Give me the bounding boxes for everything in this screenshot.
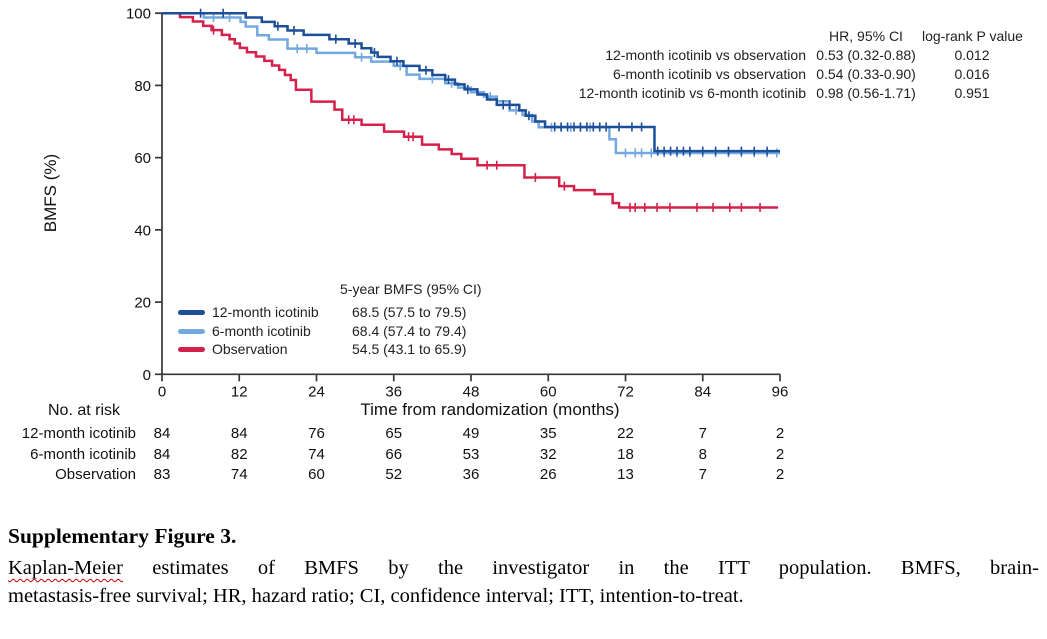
legend-series-value: 54.5 (43.1 to 65.9) — [352, 341, 467, 357]
y-tick-label: 20 — [134, 295, 151, 312]
x-tick-label: 12 — [231, 383, 248, 400]
risk-count: 84 — [153, 425, 171, 442]
risk-count: 83 — [153, 466, 171, 483]
risk-count: 52 — [385, 466, 403, 483]
risk-count: 35 — [539, 425, 557, 442]
risk-count: 13 — [617, 466, 634, 483]
logrank-p-value: 0.951 — [954, 85, 990, 101]
caption: Supplementary Figure 3. Kaplan-Meier est… — [8, 521, 1039, 610]
legend-series-label: 6-month icotinib — [212, 322, 311, 339]
y-tick-label: 40 — [134, 222, 151, 239]
spellcheck-underlined-word: Kaplan-Meier — [8, 557, 123, 579]
caption-line-2: metastasis-free survival; HR, hazard rat… — [8, 585, 744, 607]
risk-row-label: 12-month icotinib — [21, 425, 136, 442]
legend-color-swatch — [178, 347, 205, 352]
caption-line-1-rest: estimates of BMFS by the investigator in… — [122, 557, 1039, 579]
legend-header: 5-year BMFS (95% CI) — [340, 281, 482, 297]
x-tick-label: 96 — [772, 383, 789, 400]
risk-count: 84 — [230, 425, 248, 442]
risk-count: 32 — [539, 445, 557, 463]
risk-count: 26 — [539, 466, 557, 483]
hr-table-row: 12-month icotinib vs observation 0.53 (0.… — [494, 46, 1022, 65]
x-tick-label: 84 — [694, 383, 711, 400]
km-chart: 0 20 40 60 80 100 0 12 24 36 48 60 72 84 96 BMFS (%) … — [0, 6, 1047, 484]
hr-row-label: 12-month icotinib vs 6-month icotinib — [578, 85, 806, 101]
risk-table-row: Observation 83 74 60 52 36 26 13 7 2 — [0, 466, 1047, 484]
x-axis-ticks: 0 12 24 36 48 60 72 84 96 — [158, 374, 789, 400]
caption-line-1: Kaplan-Meier estimates of BMFS by the in… — [8, 554, 1039, 582]
logrank-p-value: 0.012 — [954, 47, 990, 63]
risk-count: 7 — [698, 466, 707, 483]
risk-count: 82 — [230, 445, 248, 463]
risk-count: 74 — [230, 466, 248, 483]
risk-table-row: 6-month icotinib 84 82 74 66 53 32 18 8 2 — [0, 446, 1047, 464]
risk-count: 8 — [698, 445, 707, 463]
risk-count: 2 — [775, 466, 785, 483]
y-tick-label: 100 — [126, 6, 151, 23]
y-tick-label: 80 — [134, 78, 151, 95]
legend-series-label: Observation — [212, 341, 288, 357]
risk-count: 76 — [308, 425, 325, 442]
hr-ci-column-header: HR, 95% CI — [829, 28, 903, 44]
risk-count: 22 — [617, 425, 634, 442]
y-tick-label: 60 — [134, 150, 151, 167]
hr-table-row: 12-month icotinib vs 6-month icotinib 0.9… — [494, 84, 1022, 103]
legend-row: Observation 54.5 (43.1 to 65.9) — [0, 341, 520, 359]
risk-table-row: 12-month icotinib 84 84 76 65 49 35 22 7 2 — [0, 425, 1047, 443]
y-axis-label: BMFS (%) — [41, 153, 60, 233]
risk-count: 65 — [385, 425, 403, 442]
y-tick-label: 0 — [143, 367, 151, 384]
legend-color-swatch — [178, 310, 205, 315]
risk-count: 18 — [617, 445, 634, 463]
legend-row: 6-month icotinib 68.4 (57.4 to 79.4) — [0, 323, 520, 341]
risk-count: 74 — [308, 445, 325, 463]
risk-count: 2 — [775, 445, 785, 463]
legend-series-value: 68.5 (57.5 to 79.5) — [352, 304, 467, 320]
hr-row-label: 6-month icotinib vs observation — [613, 66, 806, 82]
risk-table-title: No. at risk — [48, 402, 121, 419]
x-tick-label: 48 — [463, 383, 480, 400]
caption-title: Supplementary Figure 3. — [8, 524, 237, 548]
hr-table-rows: 12-month icotinib vs observation 0.53 (0.… — [494, 46, 1022, 103]
risk-count: 66 — [385, 445, 403, 463]
logrank-column-header: log-rank P value — [922, 28, 1023, 44]
km-plot-svg: 0 20 40 60 80 100 0 12 24 36 48 60 72 84 96 — [126, 6, 789, 401]
logrank-p-value: 0.016 — [954, 66, 990, 82]
hr-table-row: 6-month icotinib vs observation 0.54 (0.3… — [494, 65, 1022, 84]
risk-count: 53 — [462, 445, 480, 463]
risk-count: 2 — [775, 425, 785, 442]
x-tick-label: 24 — [308, 383, 325, 400]
survival-curves — [162, 8, 780, 212]
risk-count: 36 — [462, 466, 480, 483]
legend-series-label: 12-month icotinib — [212, 304, 319, 320]
caption-body: Kaplan-Meier estimates of BMFS by the in… — [8, 554, 1039, 610]
y-axis-ticks: 0 20 40 60 80 100 — [126, 6, 162, 384]
risk-count: 49 — [462, 425, 480, 442]
hr-ci-value: 0.98 (0.56-1.71) — [816, 85, 916, 101]
x-tick-label: 36 — [385, 383, 402, 400]
km-curve-observation — [162, 11, 779, 209]
legend-color-swatch — [178, 328, 205, 334]
risk-row-label: 6-month icotinib — [30, 445, 136, 463]
hr-ci-value: 0.54 (0.33-0.90) — [816, 66, 916, 82]
hr-row-label: 12-month icotinib vs observation — [605, 47, 806, 63]
hr-ci-value: 0.53 (0.32-0.88) — [816, 47, 916, 63]
hr-header-spacer — [494, 27, 806, 46]
risk-count: 84 — [153, 445, 171, 463]
legend-row: 12-month icotinib 68.5 (57.5 to 79.5) — [0, 304, 520, 322]
hr-comparison-table: HR, 95% CI log-rank P value 12-month ico… — [494, 27, 1023, 103]
risk-count: 7 — [698, 425, 707, 442]
risk-row-label: Observation — [55, 466, 136, 483]
hr-table-header-row: HR, 95% CI log-rank P value — [494, 27, 1023, 46]
x-tick-label: 72 — [617, 383, 634, 400]
legend-series-value: 68.4 (57.4 to 79.4) — [352, 322, 467, 339]
risk-count: 60 — [308, 466, 325, 483]
x-tick-label: 60 — [540, 383, 557, 400]
km-curve-12-month-icotinib — [162, 11, 780, 153]
x-tick-label: 0 — [158, 383, 166, 400]
x-axis-label: Time from randomization (months) — [360, 400, 620, 419]
